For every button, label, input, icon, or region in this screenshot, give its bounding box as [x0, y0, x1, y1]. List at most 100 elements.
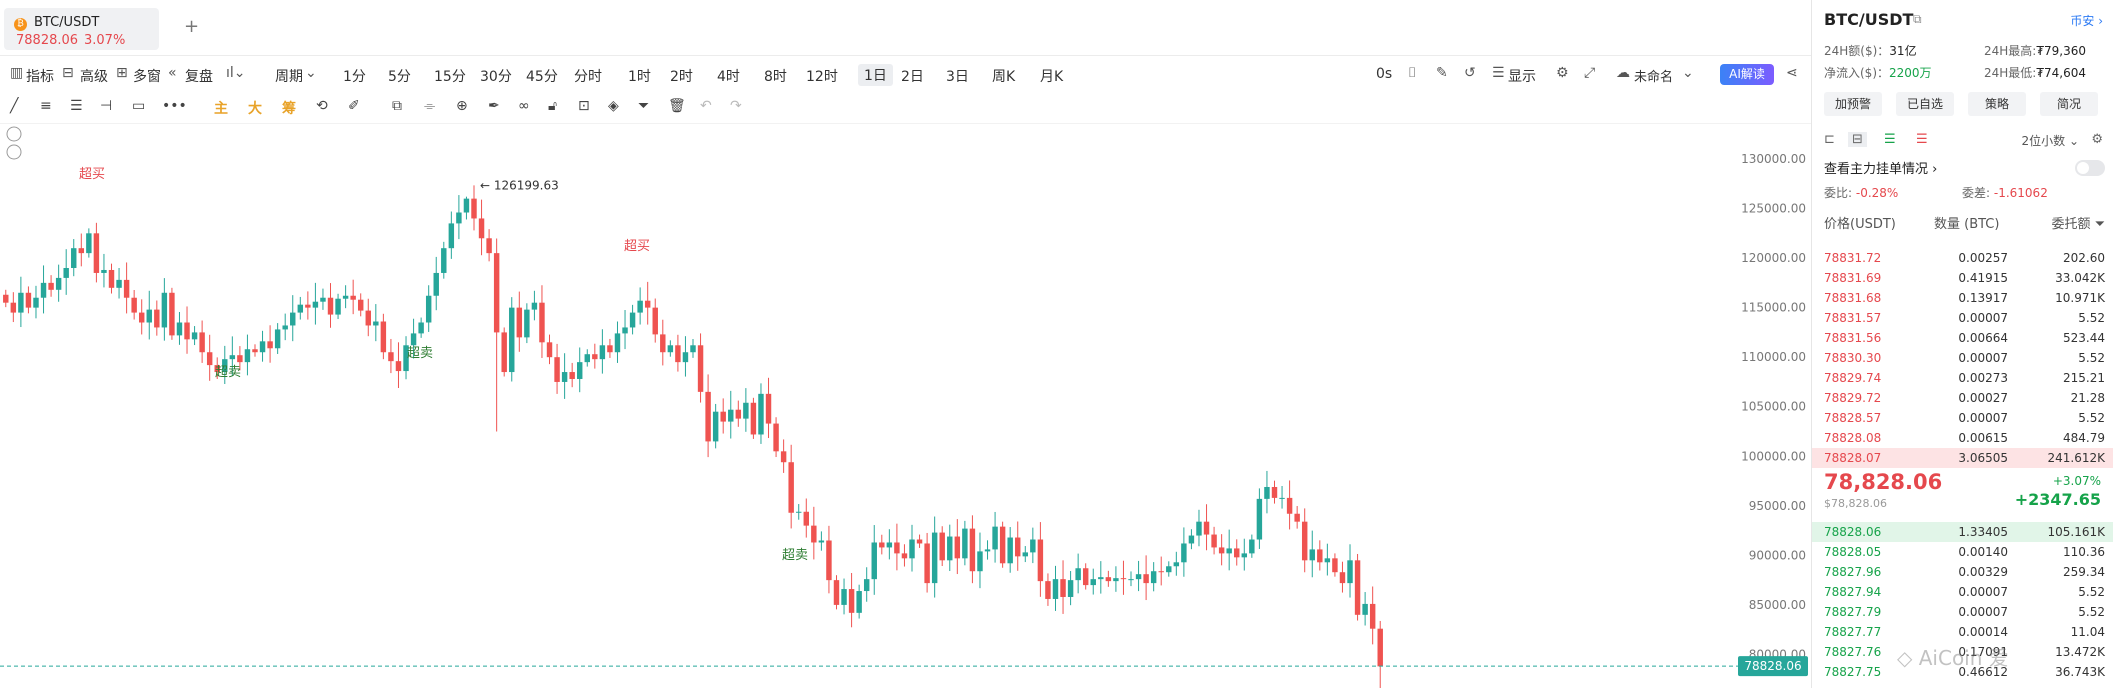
big-order-button[interactable]: 大 [248, 101, 262, 117]
multi-window-button[interactable]: 多窗 [133, 69, 161, 85]
layout-button[interactable]: 未命名 [1634, 70, 1674, 85]
interval-3[interactable]: 30分 [480, 69, 512, 85]
dots-tool-icon[interactable]: ••• [162, 98, 187, 114]
link-icon[interactable]: ∞ [518, 98, 530, 114]
candle-body [214, 365, 220, 373]
line-tool-icon[interactable]: ╱ [10, 98, 19, 114]
chip-button[interactable]: 筹 [282, 101, 296, 117]
horizontal-line-icon[interactable]: ⊣ [100, 98, 113, 114]
undo-icon[interactable]: ↺ [1464, 65, 1476, 81]
decimals-select[interactable]: 2位小数 ⌄ [2021, 134, 2079, 148]
candle-body [863, 579, 870, 592]
interval-7[interactable]: 2时 [670, 69, 693, 85]
interval-2[interactable]: 15分 [434, 69, 466, 85]
watchlist-button[interactable]: 已自选 [1896, 92, 1954, 116]
ask-row[interactable]: 78831.57 0.00007 5.52 [1812, 308, 2113, 328]
ask-row[interactable]: 78831.68 0.13917 10.971K [1812, 288, 2113, 308]
bid-row[interactable]: 78827.96 0.00329 259.34 [1812, 562, 2113, 582]
candle-body [977, 551, 983, 572]
undo-draw-icon[interactable]: ↶ [700, 98, 712, 114]
copy-icon[interactable]: ⧉ [1913, 12, 1922, 26]
pen-icon[interactable]: ✎ [1436, 65, 1448, 81]
ask-row[interactable]: 78831.69 0.41915 33.042K [1812, 268, 2113, 288]
candle-body [10, 302, 17, 313]
add-tab-button[interactable]: + [184, 16, 200, 37]
interval-5[interactable]: 分时 [574, 69, 602, 85]
lock-icon[interactable]: 🔓︎ [548, 98, 558, 114]
interval-14[interactable]: 周K [992, 69, 1016, 85]
candle-body [1211, 534, 1217, 548]
layers-icon[interactable]: ◈ [608, 98, 619, 114]
bid-row[interactable]: 78827.79 0.00007 5.52 [1812, 602, 2113, 622]
ask-row[interactable]: 78831.56 0.00664 523.44 [1812, 328, 2113, 348]
interval-4[interactable]: 45分 [526, 69, 558, 85]
trash-icon[interactable]: 🗑︎ [668, 98, 686, 114]
bid-row[interactable]: 78827.76 0.17091 13.472K [1812, 642, 2113, 662]
interval-0[interactable]: 1分 [343, 69, 366, 85]
zoom-icon[interactable]: ⊕ [456, 98, 468, 114]
brush-icon[interactable]: ✐ [348, 98, 360, 114]
bid-row[interactable]: 78827.75 0.46612 36.743K [1812, 662, 2113, 682]
ask-row[interactable]: 78828.07 3.06505 241.612K [1812, 448, 2113, 468]
interval-15[interactable]: 月K [1040, 69, 1064, 85]
pen-tool-icon[interactable]: ✒ [488, 98, 500, 114]
ask-row[interactable]: 78829.72 0.00027 21.28 [1812, 388, 2113, 408]
candle-type-icon[interactable]: ıl⌄ [226, 65, 246, 81]
tab-bar: ₿ BTC/USDT 78828.06 3.07% + [0, 0, 1811, 56]
main-orders-toggle[interactable] [2075, 160, 2105, 176]
rectangle-tool-icon[interactable]: ▭ [132, 98, 146, 114]
indicator-button[interactable]: 指标 [26, 69, 54, 85]
bid-row[interactable]: 78827.94 0.00007 5.52 [1812, 582, 2113, 602]
interval-11[interactable]: 1日 [858, 64, 893, 86]
period-button[interactable]: 周期 [275, 69, 303, 85]
crop-icon[interactable]: ⧉ [392, 98, 402, 114]
book-settings-icon[interactable]: ⚙ [2091, 132, 2103, 147]
parallel-tool-icon[interactable]: ≡ [40, 98, 52, 114]
bid-row[interactable]: 78828.06 1.33405 105.161K [1812, 522, 2113, 542]
book-bids-icon[interactable]: ☰ [1884, 132, 1896, 147]
candle-body [161, 292, 168, 328]
profile-button[interactable]: 简况 [2040, 92, 2098, 116]
display-button[interactable]: 显示 [1508, 69, 1536, 85]
tab-btc-usdt[interactable]: ₿ BTC/USDT 78828.06 3.07% [4, 8, 159, 50]
main-orders-link[interactable]: 查看主力挂单情况 › [1824, 162, 1938, 177]
book-asks-icon[interactable]: ☰ [1916, 132, 1928, 147]
book-mode-icon[interactable]: ⊏ [1824, 132, 1835, 147]
settings-icon[interactable]: ⚙ [1556, 65, 1569, 81]
exchange-link[interactable]: 币安 › [2070, 14, 2103, 28]
alert-button[interactable]: 加预警 [1824, 92, 1882, 116]
ask-row[interactable]: 78828.08 0.00615 484.79 [1812, 428, 2113, 448]
ask-row[interactable]: 78829.74 0.00273 215.21 [1812, 368, 2113, 388]
interval-9[interactable]: 8时 [764, 69, 787, 85]
ask-row[interactable]: 78830.30 0.00007 5.52 [1812, 348, 2113, 368]
interval-8[interactable]: 4时 [717, 69, 740, 85]
channel-tool-icon[interactable]: ☰ [70, 98, 83, 114]
filter-icon[interactable]: ⏷ [638, 98, 650, 114]
candlestick-chart[interactable]: 130000.00 125000.00 120000.00 115000.00 1100… [0, 124, 1812, 688]
interval-1[interactable]: 5分 [388, 69, 411, 85]
advanced-button[interactable]: 高级 [80, 69, 108, 85]
fullscreen-icon[interactable]: ⤢ [1584, 65, 1596, 81]
bid-row[interactable]: 78828.05 0.00140 110.36 [1812, 542, 2113, 562]
chart-canvas[interactable]: 130000.00 125000.00 120000.00 115000.00 1100… [0, 124, 1812, 688]
interval-12[interactable]: 2日 [901, 69, 924, 85]
ai-analysis-button[interactable]: AI解读 [1720, 64, 1774, 85]
interval-10[interactable]: 12时 [806, 69, 838, 85]
share-icon[interactable]: ⋖ [1786, 65, 1798, 81]
magnet-icon[interactable]: ⟲ [316, 98, 328, 114]
strategy-button[interactable]: 策略 [1968, 92, 2026, 116]
camera-icon[interactable]: ⌷ [1408, 65, 1417, 81]
candle-body [448, 223, 455, 249]
head-total[interactable]: 委托额 ⏷ [2051, 217, 2105, 232]
main-force-button[interactable]: 主 [214, 101, 228, 117]
replay-button[interactable]: 复盘 [185, 69, 213, 85]
image-icon[interactable]: ⊡ [578, 98, 590, 114]
bid-row[interactable]: 78827.77 0.00014 11.04 [1812, 622, 2113, 642]
interval-6[interactable]: 1时 [628, 69, 651, 85]
redo-draw-icon[interactable]: ↷ [730, 98, 742, 114]
ask-row[interactable]: 78831.72 0.00257 202.60 [1812, 248, 2113, 268]
ruler-icon[interactable]: ⌯ [424, 98, 436, 114]
ask-row[interactable]: 78828.57 0.00007 5.52 [1812, 408, 2113, 428]
interval-13[interactable]: 3日 [946, 69, 969, 85]
book-both-icon[interactable]: ⊟ [1848, 132, 1867, 147]
